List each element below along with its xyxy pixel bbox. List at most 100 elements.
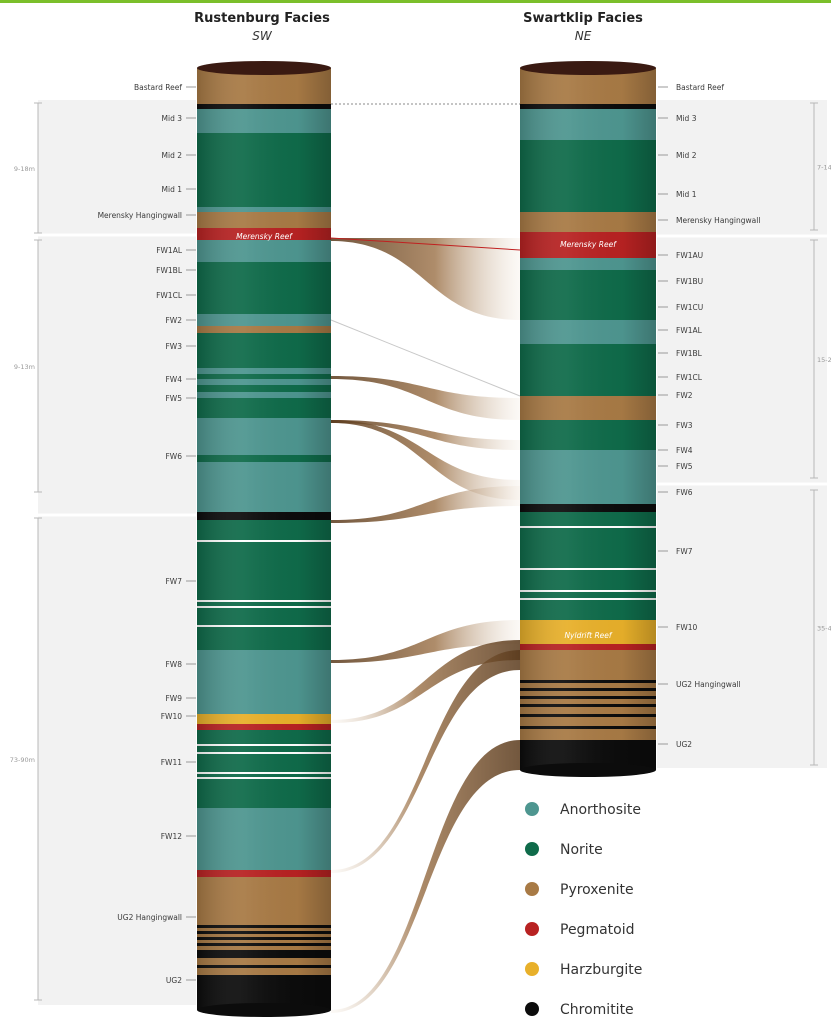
unit-label: Mid 3 [162, 114, 183, 123]
unit-label: Mid 3 [676, 114, 697, 123]
unit-label: Bastard Reef [134, 83, 182, 92]
swartklip-unit-labels: Bastard Reef Mid 3 Mid 2 Mid 1 Merensky Hang… [560, 83, 760, 749]
column-bottom [197, 1003, 331, 1017]
legend-item: Pegmatoid [525, 922, 635, 938]
unit-label: FW7 [165, 577, 182, 586]
correlation-band [331, 420, 520, 500]
unit-label: FW1CL [156, 291, 183, 300]
unit-label: FW6 [676, 488, 693, 497]
unit-label: Mid 2 [676, 151, 697, 160]
unit-label: FW2 [165, 316, 182, 325]
unit-label: FW8 [165, 660, 182, 669]
legend-swatch [525, 922, 539, 936]
column-shading [520, 68, 656, 770]
unit-label: UG2 [166, 976, 182, 985]
column-bottom [520, 763, 656, 777]
lithology-legend: Anorthosite Norite Pyroxenite Pegmatoid Harz… [525, 802, 642, 1018]
legend-label: Norite [560, 842, 603, 858]
unit-label: FW1CL [676, 373, 703, 382]
unit-label: FW1AL [156, 246, 183, 255]
unit-label: FW2 [676, 391, 693, 400]
thickness-range-label: 9-18m [14, 165, 35, 173]
legend-label: Pyroxenite [560, 882, 634, 898]
correlation-band [331, 740, 520, 1013]
left-subtitle: SW [252, 29, 273, 43]
thickness-range-label: 9-13m [14, 363, 35, 371]
unit-label: FW9 [165, 694, 182, 703]
right-range-panel [657, 100, 827, 768]
swartklip-column [520, 61, 656, 777]
correlation-band [331, 420, 520, 450]
range-panels [38, 100, 827, 1005]
legend-label: Anorthosite [560, 802, 641, 818]
reef-label: Merensky Reef [560, 240, 617, 249]
unit-label: FW5 [676, 462, 693, 471]
legend-swatch [525, 882, 539, 896]
unit-label: FW10 [161, 712, 183, 721]
right-title: Swartklip Facies [523, 11, 643, 26]
unit-label: Mid 2 [162, 151, 183, 160]
legend-label: Pegmatoid [560, 922, 635, 938]
merensky-reef-link [330, 237, 521, 251]
thickness-range-label: 7-14m [817, 164, 831, 172]
top-border [0, 0, 831, 3]
legend-swatch [525, 842, 539, 856]
correlation-band [331, 650, 520, 873]
unit-label: FW6 [165, 452, 182, 461]
legend-swatch [525, 1002, 539, 1016]
legend-item: Anorthosite [525, 802, 641, 818]
unit-label: Mid 1 [162, 185, 183, 194]
rustenburg-unit-labels: Bastard Reef Mid 3 Mid 2 Mid 1 Merensky Hang… [98, 83, 294, 985]
unit-label: Bastard Reef [676, 83, 724, 92]
unit-label: FW10 [676, 623, 698, 632]
thickness-range-label: 15-20m [817, 356, 831, 364]
unit-label: FW1BU [676, 277, 703, 286]
correlation-band [331, 486, 520, 523]
unit-label: FW12 [161, 832, 183, 841]
legend-item: Pyroxenite [525, 882, 634, 898]
reef-label: Nyldrift Reef [564, 631, 612, 640]
column-shading [197, 68, 331, 1010]
unit-label: Mid 1 [676, 190, 697, 199]
unit-label: FW1AU [676, 251, 703, 260]
rustenburg-column-cap [197, 61, 331, 75]
unit-label: FW1BL [676, 349, 703, 358]
thickness-range-label: 73-90m [10, 756, 35, 764]
unit-label: UG2 Hangingwall [676, 680, 741, 689]
unit-label: FW7 [676, 547, 693, 556]
thickness-ranges: 9-18m 9-13m 73-90m 7-14m 15-20m 35-45m [10, 102, 831, 1001]
unit-label: FW1BL [156, 266, 183, 275]
right-subtitle: NE [575, 29, 592, 43]
thickness-range-label: 35-45m [817, 625, 831, 633]
legend-item: Chromitite [525, 1002, 634, 1018]
legend-swatch [525, 962, 539, 976]
correlation-bands [330, 103, 521, 1013]
unit-label: UG2 [676, 740, 692, 749]
rustenburg-column [197, 61, 331, 1017]
unit-label: FW4 [165, 375, 182, 384]
correlation-band [331, 640, 520, 723]
swartklip-column-cap [520, 61, 656, 75]
unit-label: Merensky Hangingwall [676, 216, 760, 225]
unit-label: FW1CU [676, 303, 703, 312]
unit-label: FW4 [676, 446, 693, 455]
unit-label: Merensky Hangingwall [98, 211, 182, 220]
legend-item: Norite [525, 842, 603, 858]
fw2-link [330, 319, 521, 397]
unit-label: FW3 [676, 421, 693, 430]
unit-label: FW5 [165, 394, 182, 403]
unit-label: UG2 Hangingwall [117, 913, 182, 922]
correlation-band [331, 238, 520, 320]
reef-label: Merensky Reef [236, 232, 293, 241]
correlation-band [331, 620, 520, 663]
unit-label: FW11 [161, 758, 183, 767]
legend-swatch [525, 802, 539, 816]
unit-label: FW1AL [676, 326, 703, 335]
correlation-band [331, 376, 520, 420]
left-title: Rustenburg Facies [194, 11, 330, 26]
legend-label: Chromitite [560, 1002, 634, 1018]
legend-item: Harzburgite [525, 962, 642, 978]
legend-label: Harzburgite [560, 962, 642, 978]
unit-label: FW3 [165, 342, 182, 351]
